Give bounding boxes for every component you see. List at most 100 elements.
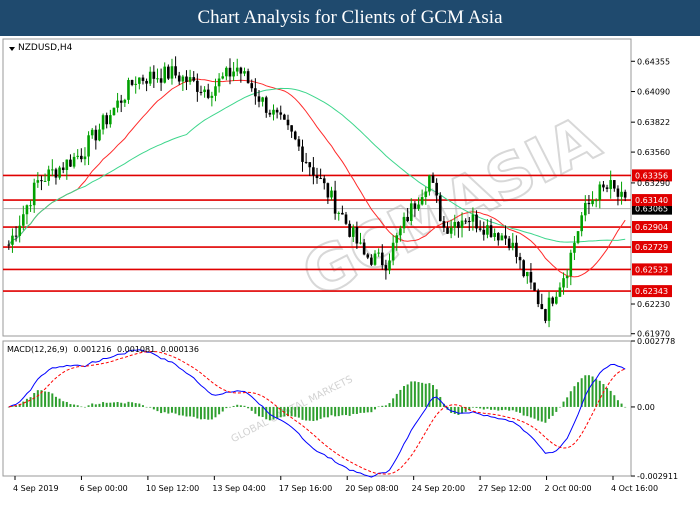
candle-body — [279, 112, 283, 115]
macd-histogram-bar — [44, 391, 47, 407]
candle-body — [344, 214, 348, 224]
price-axis-label: 0.63822 — [637, 118, 670, 127]
candle-body — [413, 203, 417, 209]
macd-histogram-bar — [218, 406, 221, 415]
candle-body — [76, 155, 80, 157]
macd-histogram-bar — [109, 402, 112, 407]
chart-area: GCMASIA GLOBAL CAPITAL MARKETS 0.63065 0.… — [0, 36, 700, 500]
macd-name: MACD(12,26,9) — [7, 345, 68, 354]
candle-body — [580, 215, 583, 232]
candle-body — [569, 252, 573, 277]
macd-histogram-bar — [116, 402, 119, 407]
macd-histogram-bar — [519, 406, 522, 413]
candle-body — [301, 146, 304, 162]
candle-body — [409, 203, 413, 221]
candle-body — [134, 83, 138, 85]
candle-body — [446, 227, 449, 234]
candle-body — [507, 238, 511, 248]
macd-histogram-bar — [352, 406, 355, 414]
symbol-dropdown-icon[interactable] — [9, 47, 15, 51]
price-panel — [2, 38, 632, 337]
macd-histogram-bar — [598, 380, 601, 407]
candle-body — [225, 67, 228, 77]
macd-histogram-bar — [450, 406, 453, 413]
macd-histogram-bar — [569, 391, 572, 407]
price-axis-label: 0.61970 — [637, 330, 670, 339]
price-axis-label: 0.63560 — [637, 148, 670, 157]
macd-histogram-bar — [15, 405, 18, 407]
macd-histogram-bar — [189, 406, 192, 417]
macd-histogram-bar — [225, 406, 228, 409]
macd-histogram-bar — [355, 406, 358, 414]
candle-body — [54, 169, 58, 178]
candle-body — [170, 66, 174, 79]
candle-body — [112, 107, 116, 116]
candle-body — [7, 244, 11, 246]
macd-histogram-bar — [620, 403, 623, 407]
macd-histogram-bar — [602, 384, 605, 407]
candle-body — [391, 242, 395, 261]
candle-body — [25, 205, 29, 215]
candle-body — [478, 228, 482, 230]
candle-body — [460, 220, 464, 228]
candle-body — [609, 180, 612, 189]
candle-body — [616, 188, 620, 197]
time-axis-label: 2 Oct 00:00 — [545, 484, 592, 493]
candle-body — [467, 220, 471, 222]
candle-body — [141, 77, 145, 81]
macd-histogram-bar — [471, 406, 474, 408]
macd-histogram-bar — [297, 406, 300, 418]
macd-histogram-bar — [616, 400, 619, 407]
macd-histogram-bar — [348, 406, 351, 416]
candle-body — [373, 253, 377, 265]
candle-body — [199, 91, 203, 93]
candle-body — [366, 254, 370, 258]
candle-body — [293, 131, 297, 140]
candle-body — [402, 216, 406, 229]
time-axis-label: 4 Sep 2019 — [13, 484, 59, 493]
macd-histogram-bar — [83, 406, 86, 408]
candle-body — [475, 214, 478, 229]
level-box — [632, 221, 672, 234]
macd-histogram-bar — [185, 406, 188, 417]
candle-body — [174, 66, 177, 76]
candle-body — [504, 235, 507, 239]
macd-histogram-bar — [94, 404, 97, 407]
time-axis-label: 27 Sep 12:00 — [478, 484, 531, 493]
macd-histogram-bar — [7, 406, 10, 408]
candle-body — [98, 129, 101, 141]
candle-body — [605, 187, 609, 189]
slow-ma-line — [8, 87, 626, 246]
candle-body — [275, 109, 279, 113]
macd-histogram-bar — [98, 403, 101, 407]
candle-body — [399, 228, 402, 236]
candle-body — [362, 242, 366, 255]
candle-body — [14, 235, 18, 237]
macd-histogram-bar — [279, 406, 282, 418]
macd-histogram-bar — [174, 406, 177, 414]
macd-histogram-bar — [192, 406, 195, 417]
chart-svg: GCMASIA GLOBAL CAPITAL MARKETS 0.630650.… — [2, 38, 678, 493]
candle-body — [105, 115, 109, 125]
macd-histogram-bar — [482, 406, 485, 410]
candle-body — [348, 223, 351, 237]
macd-histogram-bar — [80, 406, 83, 408]
macd-histogram-bar — [453, 406, 456, 414]
macd-histogram-bar — [511, 406, 514, 411]
time-axis-label: 20 Sep 08:00 — [345, 484, 398, 493]
candle-body — [496, 233, 500, 241]
macd-histogram-bar — [152, 406, 155, 410]
candle-body — [493, 233, 496, 237]
macd-histogram-bar — [533, 406, 536, 419]
candle-body — [380, 252, 384, 266]
macd-histogram-bar — [399, 389, 402, 407]
candle-body — [185, 76, 188, 82]
candle-body — [159, 78, 163, 83]
candle-body — [482, 229, 486, 235]
macd-histogram-bar — [388, 403, 391, 407]
candle-body — [283, 114, 286, 120]
macd-histogram-bar — [196, 406, 199, 419]
macd-histogram-bar — [272, 406, 275, 420]
candle-body — [217, 78, 221, 87]
time-axis-label: 13 Sep 04:00 — [212, 484, 265, 493]
